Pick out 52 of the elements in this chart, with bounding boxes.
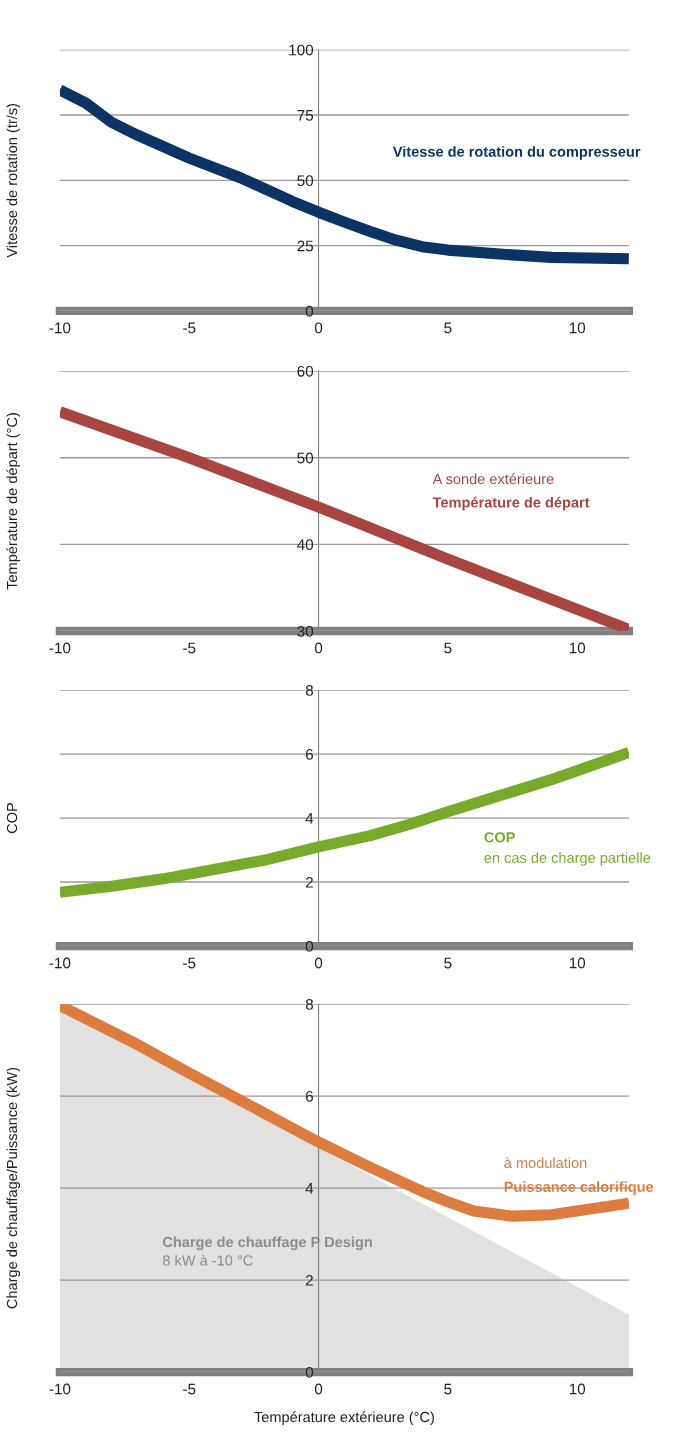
annotation: Puissance calorifique <box>504 1181 654 1195</box>
x-tick-label: -5 <box>183 322 196 334</box>
y-tick-label: 60 <box>297 365 314 377</box>
y-tick-label: 30 <box>297 625 314 637</box>
y-tick-label: 75 <box>297 110 314 121</box>
y-tick-label: 8 <box>305 684 314 696</box>
y-axis-title: COP <box>6 803 18 834</box>
x-tick-label: -5 <box>183 642 196 654</box>
y-tick-label: 4 <box>305 813 314 824</box>
y-tick-label: 2 <box>305 876 313 888</box>
y-axis-title: Température de départ (°C) <box>6 413 21 590</box>
x-tick-label: 5 <box>444 642 452 654</box>
x-tick-label: -10 <box>49 642 71 654</box>
y-tick-label: 25 <box>297 240 314 252</box>
x-tick-label: -10 <box>49 322 71 334</box>
y-tick-label: 0 <box>305 305 314 317</box>
y-tick-label: 100 <box>289 44 314 56</box>
x-tick-label: 10 <box>569 1383 586 1395</box>
x-tick-label: -10 <box>49 957 71 969</box>
annotation: COP <box>484 832 515 843</box>
annotation: 8 kW à -10 °C <box>162 1254 253 1266</box>
x-tick-label: 10 <box>569 957 586 969</box>
x-tick-label: -5 <box>183 957 196 969</box>
y-tick-label: 2 <box>305 1274 313 1286</box>
annotation: à modulation <box>504 1157 587 1169</box>
x-tick-label: 0 <box>314 642 323 654</box>
y-tick-label: 40 <box>297 539 314 551</box>
x-tick-label: 0 <box>314 1383 323 1395</box>
y-tick-label: 4 <box>305 1183 314 1194</box>
y-tick-label: 8 <box>305 998 314 1010</box>
annotation: A sonde extérieure <box>432 473 554 485</box>
x-tick-label: 0 <box>314 322 323 334</box>
y-tick-label: 6 <box>305 1090 314 1102</box>
y-tick-label: 50 <box>297 452 314 464</box>
annotation: Vitesse de rotation du compresseur <box>392 146 641 160</box>
y-tick-label: 50 <box>297 175 314 187</box>
x-tick-label: 10 <box>569 322 586 334</box>
y-tick-label: 6 <box>305 748 314 760</box>
x-tick-label: 5 <box>444 957 452 969</box>
y-axis-title: Vitesse de rotation (tr/s) <box>6 103 21 258</box>
x-axis-title: Température extérieure (°C) <box>254 1411 434 1426</box>
annotation: Température de départ <box>432 496 590 511</box>
annotation: en cas de charge partielle <box>484 852 651 866</box>
x-tick-label: -10 <box>49 1383 71 1395</box>
x-tick-label: 10 <box>569 642 586 654</box>
y-axis-title: Charge de chauffage/Puissance (kW) <box>6 1067 21 1309</box>
x-tick-label: -5 <box>183 1383 196 1395</box>
x-tick-label: 5 <box>444 1383 452 1395</box>
y-tick-label: 0 <box>305 940 314 952</box>
x-tick-label: 0 <box>314 957 323 969</box>
x-tick-label: 5 <box>444 322 452 334</box>
y-tick-label: 0 <box>305 1366 314 1378</box>
